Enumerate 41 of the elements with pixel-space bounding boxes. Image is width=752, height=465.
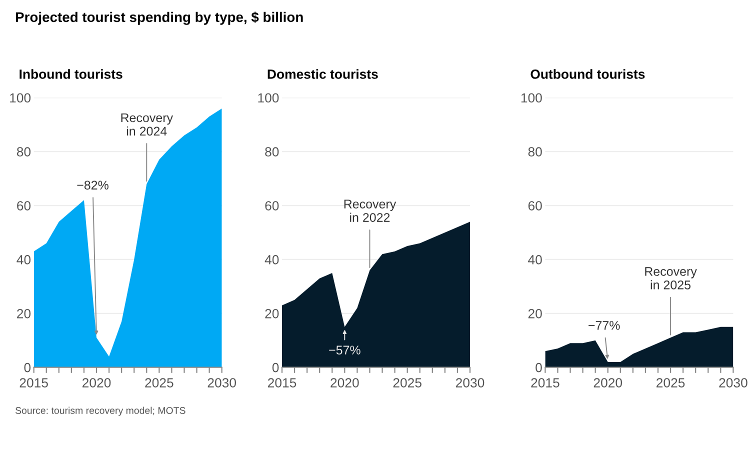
x-tick-label: 2025 [656, 378, 685, 388]
y-tick-label: 60 [265, 201, 279, 210]
y-tick-label: 20 [528, 308, 542, 318]
source-note: Source: tourism recovery model; MOTS [15, 406, 186, 416]
y-tick-label: 60 [17, 201, 31, 210]
y-tick-label: 80 [16, 147, 31, 156]
x-tick-label: 2025 [393, 378, 422, 388]
y-tick-label: 0 [536, 362, 542, 372]
y-tick-label: 100 [10, 93, 31, 103]
y-tick-label: 80 [265, 147, 279, 156]
annotation: Recovery in 2024 [121, 113, 174, 136]
x-tick-label: 2025 [145, 378, 174, 388]
annotation: Recovery in 2025 [645, 267, 697, 290]
annotation: −77% [588, 321, 620, 330]
y-tick-label: 40 [528, 255, 542, 264]
x-tick-label: 2020 [82, 378, 111, 388]
annotation: Recovery in 2022 [344, 200, 396, 222]
y-tick-label: 20 [17, 308, 31, 318]
y-tick-label: 40 [16, 255, 31, 264]
y-tick-label: 80 [528, 147, 542, 156]
x-tick-label: 2015 [531, 378, 560, 388]
y-tick-label: 20 [265, 308, 279, 318]
y-tick-label: 100 [521, 93, 542, 103]
x-tick-label: 2015 [268, 378, 296, 388]
y-tick-label: 0 [24, 362, 31, 372]
y-tick-label: 100 [258, 93, 279, 103]
x-tick-label: 2020 [330, 378, 359, 388]
y-tick-label: 0 [272, 362, 279, 372]
annotation: −82% [77, 180, 108, 190]
x-tick-label: 2030 [719, 378, 748, 388]
y-tick-label: 40 [264, 255, 279, 264]
chart-subtitle: Outbound tourists [530, 69, 645, 79]
x-tick-label: 2020 [594, 378, 622, 388]
chart-title: Projected tourist spending by type, $ billion [16, 12, 303, 25]
y-tick-label: 60 [528, 201, 542, 210]
x-tick-label: 2030 [456, 378, 484, 388]
x-tick-label: 2030 [208, 378, 236, 388]
annotation: −57% [329, 346, 360, 355]
x-tick-label: 2015 [20, 378, 48, 388]
chart-subtitle: Inbound tourists [20, 69, 122, 79]
chart-subtitle: Domestic tourists [268, 69, 378, 79]
